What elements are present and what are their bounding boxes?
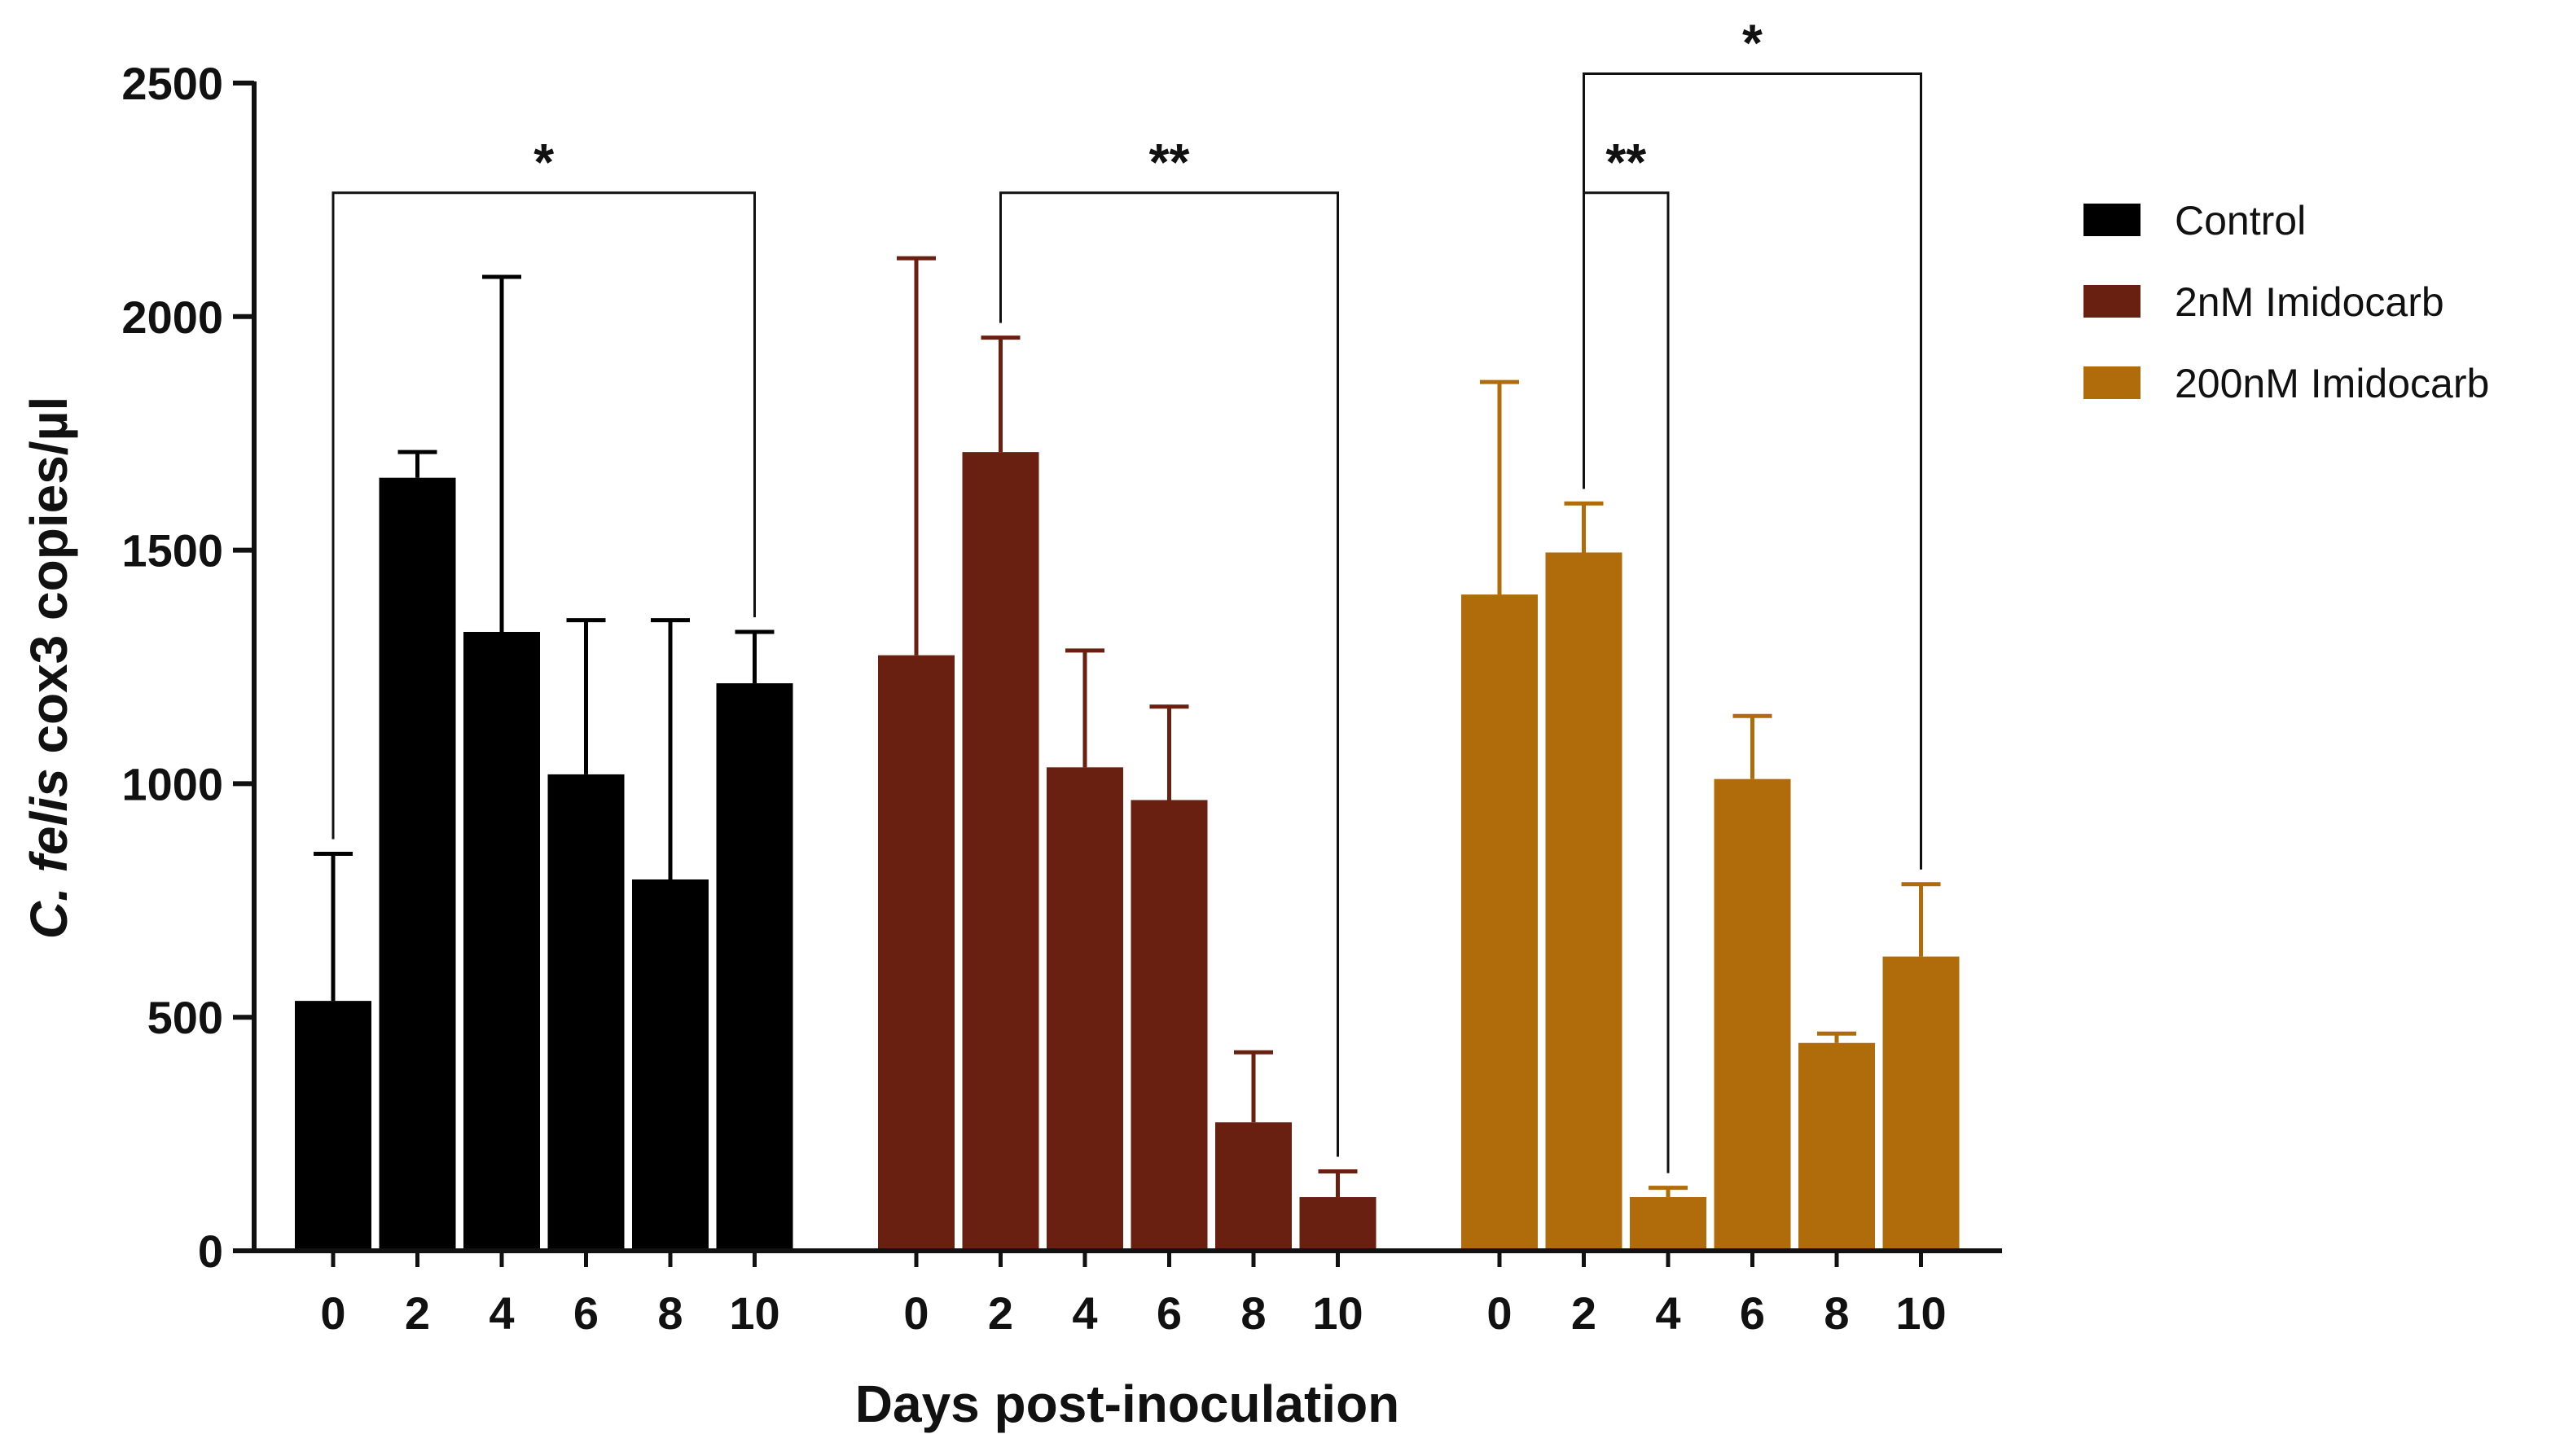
error-bars <box>314 256 1941 1198</box>
y-tick-label-2000: 2000 <box>121 292 223 343</box>
y-tick-label-0: 0 <box>198 1226 223 1277</box>
bar-2-3 <box>1714 778 1791 1251</box>
significance-label-1: ** <box>1149 133 1190 191</box>
y-axis-title: C. felis cox3 copies/µl <box>20 397 78 939</box>
legend-label-0: Control <box>2175 198 2306 243</box>
bar-2-1 <box>1545 552 1622 1251</box>
bar-1-0 <box>878 655 955 1251</box>
legend-swatch-2 <box>2083 366 2140 399</box>
x-tick-label-1-0: 0 <box>903 1287 929 1339</box>
bars <box>295 452 1960 1251</box>
y-tick-label-1000: 1000 <box>121 758 223 809</box>
legend: Control 2nM Imidocarb 200nM Imidocarb <box>2083 198 2489 406</box>
significance-bracket-3 <box>1583 72 1922 870</box>
x-tick-label-0-2: 4 <box>489 1287 514 1339</box>
significance-label-0: * <box>533 133 554 191</box>
x-tick-label-0-1: 2 <box>405 1287 430 1339</box>
x-tick-label-1-5: 10 <box>1312 1287 1363 1339</box>
x-tick-label-2-5: 10 <box>1895 1287 1946 1339</box>
significance-brackets: * ** *** <box>331 14 1922 1173</box>
bar-1-3 <box>1131 800 1208 1251</box>
x-tick-label-2-4: 8 <box>1824 1287 1849 1339</box>
bar-1-4 <box>1215 1122 1292 1251</box>
bar-1-5 <box>1299 1197 1376 1251</box>
x-tick-label-0-5: 10 <box>729 1287 779 1339</box>
axes: 0 2 4 6 8 10 0 2 4 6 8 10 0 2 4 6 8 10 0 500 1000 1500 2000 250… <box>121 58 2002 1339</box>
legend-swatch-1 <box>2083 285 2140 318</box>
bar-2-0 <box>1461 594 1538 1251</box>
y-tick-label-2500: 2500 <box>121 58 223 109</box>
significance-label-3: * <box>1742 14 1763 72</box>
x-tick-label-2-1: 2 <box>1571 1287 1596 1339</box>
significance-bracket-1 <box>999 191 1339 1157</box>
bar-2-5 <box>1882 956 1960 1251</box>
significance-bracket-0 <box>331 191 756 840</box>
x-tick-label-0-0: 0 <box>320 1287 345 1339</box>
bar-1-2 <box>1047 767 1123 1251</box>
y-tick-label-1500: 1500 <box>121 525 223 577</box>
x-axis-title: Days post-inoculation <box>855 1375 1400 1433</box>
x-tick-label-2-3: 6 <box>1740 1287 1765 1339</box>
x-tick-label-2-2: 4 <box>1655 1287 1680 1339</box>
y-tick-label-500: 500 <box>147 992 223 1043</box>
y-axis-title-rest: cox3 copies/µl <box>20 397 78 769</box>
bar-0-5 <box>716 683 793 1251</box>
legend-label-2: 200nM Imidocarb <box>2175 361 2489 406</box>
legend-label-1: 2nM Imidocarb <box>2175 279 2444 325</box>
bar-0-2 <box>463 631 540 1251</box>
x-tick-label-0-4: 8 <box>657 1287 683 1339</box>
x-tick-label-1-1: 2 <box>988 1287 1013 1339</box>
bar-1-1 <box>962 452 1039 1251</box>
bar-0-0 <box>295 1001 371 1251</box>
bar-0-4 <box>632 879 709 1251</box>
x-tick-label-1-3: 6 <box>1157 1287 1182 1339</box>
bar-2-2 <box>1630 1197 1706 1251</box>
x-tick-label-0-3: 6 <box>573 1287 599 1339</box>
significance-label-2: ** <box>1605 133 1646 191</box>
y-axis-title-italic: C. felis <box>20 768 78 939</box>
bar-0-1 <box>379 477 456 1251</box>
x-tick-label-1-4: 8 <box>1240 1287 1266 1339</box>
bar-0-3 <box>547 774 625 1251</box>
x-tick-label-1-2: 4 <box>1072 1287 1097 1339</box>
bar-2-4 <box>1798 1042 1875 1251</box>
legend-swatch-0 <box>2083 204 2140 236</box>
x-tick-label-2-0: 0 <box>1486 1287 1512 1339</box>
